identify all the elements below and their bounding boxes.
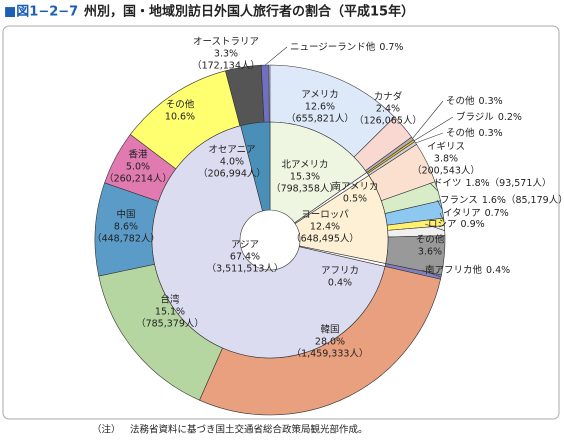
value-label: 3.6% bbox=[418, 247, 442, 258]
segment-label: イタリア bbox=[443, 208, 481, 219]
inner-segment bbox=[240, 121, 271, 212]
segment-label: ロシア bbox=[428, 219, 457, 230]
value-label: 0.9% bbox=[461, 219, 485, 230]
inline-label: フランス 1.6%（85,179人） bbox=[440, 194, 564, 206]
value-label: 0.4% bbox=[328, 278, 352, 289]
count-label: （785,379人） bbox=[136, 318, 204, 330]
segment-label: 中国 bbox=[116, 209, 135, 221]
segment-label: 韓国 bbox=[320, 325, 339, 336]
segment-label: オーストラリア bbox=[193, 37, 259, 48]
value-label: 12.4% bbox=[310, 222, 340, 233]
inner-segment bbox=[269, 121, 368, 224]
value-label: 1.6% bbox=[482, 195, 506, 206]
count-label: （655,821人） bbox=[286, 113, 354, 125]
value-label: 15.3% bbox=[290, 172, 320, 183]
segment-label: その他 bbox=[446, 95, 475, 107]
note-label: （注） bbox=[92, 424, 121, 436]
inline-label: その他 0.3% bbox=[446, 127, 503, 139]
segment-label: フランス bbox=[440, 195, 478, 206]
count-label: （648,495人） bbox=[291, 233, 359, 245]
leader-line bbox=[264, 46, 288, 66]
segment-label: 北アメリカ bbox=[281, 160, 328, 171]
segment-label: アメリカ bbox=[301, 90, 339, 101]
value-label: 8.6% bbox=[114, 222, 138, 233]
frame bbox=[2, 25, 560, 420]
figure-number: ■図1−2−7 bbox=[4, 5, 78, 20]
segment-label: イギリス bbox=[427, 142, 465, 153]
value-label: 0.5% bbox=[343, 194, 367, 205]
leader-line bbox=[412, 100, 444, 139]
segment-label: アフリカ bbox=[321, 266, 359, 277]
inline-label: ロシア 0.9% bbox=[428, 219, 485, 230]
value-label: 0.2% bbox=[498, 112, 522, 123]
inline-label: ニュージーランド他 0.7% bbox=[290, 41, 403, 53]
inner-segment bbox=[151, 125, 386, 359]
segment-label: 台湾 bbox=[160, 294, 180, 306]
value-label: 4.0% bbox=[220, 157, 244, 168]
segment-label: ニュージーランド他 bbox=[290, 41, 376, 53]
count-label: （85,179人） bbox=[506, 194, 564, 206]
value-label: 12.6% bbox=[305, 102, 335, 113]
value-label: 3.3% bbox=[214, 49, 238, 60]
leader-line bbox=[415, 132, 444, 144]
count-label: （448,782人） bbox=[92, 233, 160, 245]
value-label: 15.1% bbox=[155, 307, 185, 318]
value-label: 1.8% bbox=[466, 178, 490, 189]
inline-label: イタリア 0.7% bbox=[443, 208, 509, 219]
value-label: 0.7% bbox=[485, 208, 509, 219]
leader-line bbox=[436, 199, 443, 210]
value-label: 2.4% bbox=[376, 104, 400, 115]
segment-label: ドイツ bbox=[433, 178, 462, 189]
count-label: （200,543人） bbox=[412, 165, 480, 177]
segment-label: 香港 bbox=[128, 149, 148, 161]
count-label: （172,134人） bbox=[192, 60, 260, 72]
leader-line bbox=[413, 116, 454, 141]
segment-label: カナダ bbox=[374, 91, 403, 103]
value-label: 67.4% bbox=[230, 252, 260, 263]
segment-label: ヨーロッパ bbox=[301, 210, 349, 221]
segment-label: その他 bbox=[166, 99, 195, 111]
value-label: 0.4% bbox=[486, 265, 510, 276]
segment-label: 南アフリカ他 bbox=[425, 264, 483, 276]
count-label: （798,358人） bbox=[271, 183, 339, 195]
value-label: 28.0% bbox=[315, 337, 345, 348]
chart-title: 州別，国・地域別訪日外国人旅行者の割合（平成15年） bbox=[83, 4, 414, 20]
leader-line bbox=[439, 212, 445, 223]
count-label: （260,214人） bbox=[104, 173, 172, 185]
inline-label: ブラジル 0.2% bbox=[456, 111, 522, 123]
count-label: （93,571人） bbox=[490, 177, 552, 189]
leader-line bbox=[421, 269, 442, 278]
segment-label: その他 bbox=[446, 127, 475, 139]
segment-label: オセアニア bbox=[208, 145, 255, 156]
count-label: （206,994人） bbox=[198, 168, 266, 180]
value-label: 5.0% bbox=[126, 162, 150, 173]
segment-label: ブラジル bbox=[456, 111, 494, 123]
inner-segment bbox=[294, 175, 389, 264]
segment-label: 南アメリカ bbox=[331, 181, 378, 193]
segment-label: その他 bbox=[416, 234, 445, 246]
count-label: （126,065人） bbox=[354, 115, 422, 127]
value-label: 0.7% bbox=[379, 42, 403, 53]
inline-label: ドイツ 1.8%（93,571人） bbox=[433, 177, 551, 189]
segment-label: アジア bbox=[231, 240, 259, 251]
value-label: 0.3% bbox=[479, 96, 503, 107]
leader-line bbox=[424, 223, 445, 231]
count-label: （1,459,333人） bbox=[292, 348, 369, 360]
inline-label: 南アフリカ他 0.4% bbox=[425, 264, 510, 276]
value-label: 3.8% bbox=[434, 154, 458, 165]
inline-label: その他 0.3% bbox=[446, 95, 503, 107]
leader-line bbox=[429, 182, 439, 192]
value-label: 10.6% bbox=[165, 112, 195, 123]
note: 法務省資料に基づき国土交通省総合政策局観光部作成。 bbox=[130, 424, 368, 436]
value-label: 0.3% bbox=[479, 128, 503, 139]
count-label: （3,511,513人） bbox=[207, 263, 284, 275]
